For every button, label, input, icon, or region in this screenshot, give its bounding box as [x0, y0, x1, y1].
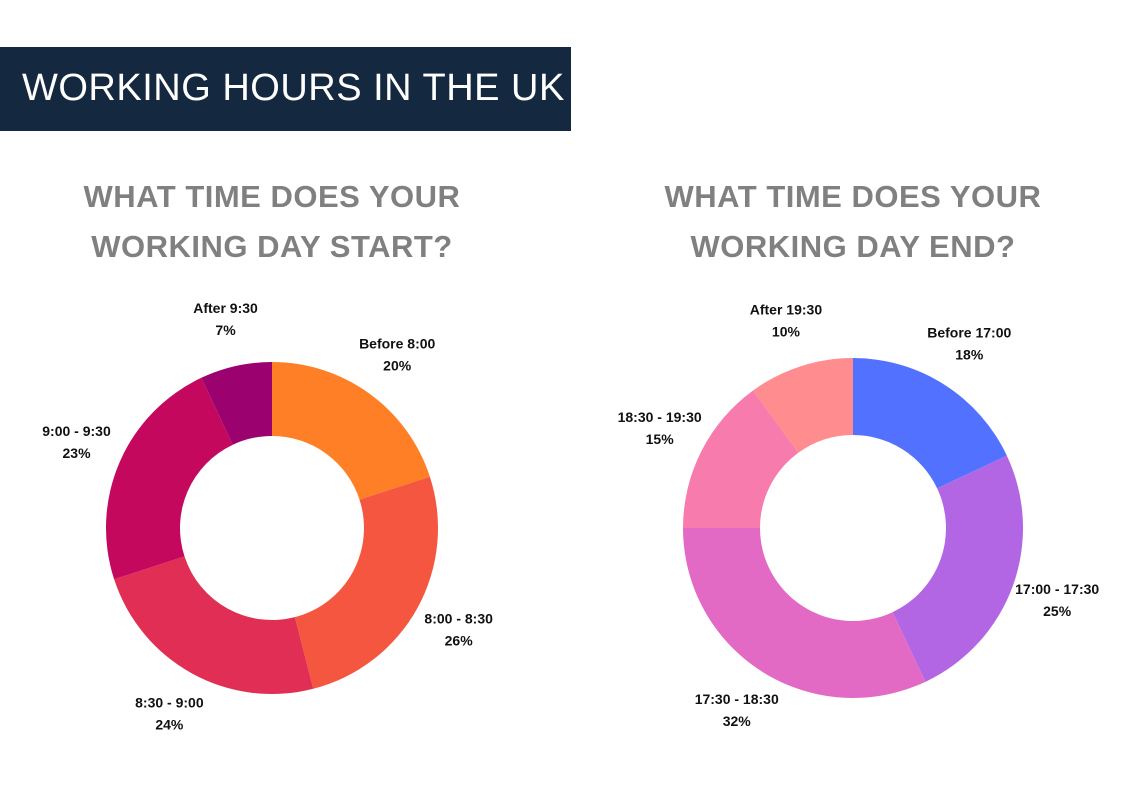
donut-slice — [753, 358, 853, 453]
slice-label: 18:30 - 19:30 — [618, 409, 702, 425]
slice-value-label: 10% — [772, 323, 801, 339]
donut-slice — [683, 390, 799, 528]
donut-slice — [892, 455, 1024, 682]
slice-label: 17:00 - 17:30 — [1015, 581, 1099, 597]
chart-title: WHAT TIME DOES YOUR WORKING DAY START? — [83, 179, 461, 264]
slice-value-label: 23% — [63, 445, 92, 461]
donut-slice — [683, 528, 926, 699]
donut-slice — [853, 358, 1007, 489]
chart-title: WHAT TIME DOES YOUR WORKING DAY END? — [664, 179, 1042, 264]
slice-label: After 9:30 — [193, 300, 258, 316]
donut-slice — [294, 476, 438, 689]
slice-value-label: 32% — [723, 713, 752, 729]
slice-label: After 19:30 — [750, 301, 823, 317]
page-title: WORKING HOURS IN THE UK — [22, 67, 565, 109]
slice-value-label: 24% — [155, 716, 184, 732]
slice-label: 17:30 - 18:30 — [695, 691, 779, 707]
slice-label: 9:00 - 9:30 — [42, 423, 111, 439]
slice-label: 8:00 - 8:30 — [424, 610, 493, 626]
slice-value-label: 15% — [646, 431, 675, 447]
slice-label: Before 17:00 — [927, 324, 1011, 340]
banner: WORKING HOURS IN THE UK — [0, 47, 571, 131]
slice-label: 8:30 - 9:00 — [135, 694, 204, 710]
slice-value-label: 20% — [383, 357, 412, 373]
donut-slice — [106, 377, 233, 580]
donut-slice — [201, 362, 272, 445]
slice-value-label: 7% — [215, 322, 236, 338]
slice-value-label: 25% — [1043, 603, 1072, 619]
slice-value-label: 26% — [445, 632, 474, 648]
donut-slice — [114, 556, 314, 694]
slice-value-label: 18% — [955, 346, 984, 362]
donut-slice — [272, 362, 430, 500]
slice-label: Before 8:00 — [359, 335, 435, 351]
